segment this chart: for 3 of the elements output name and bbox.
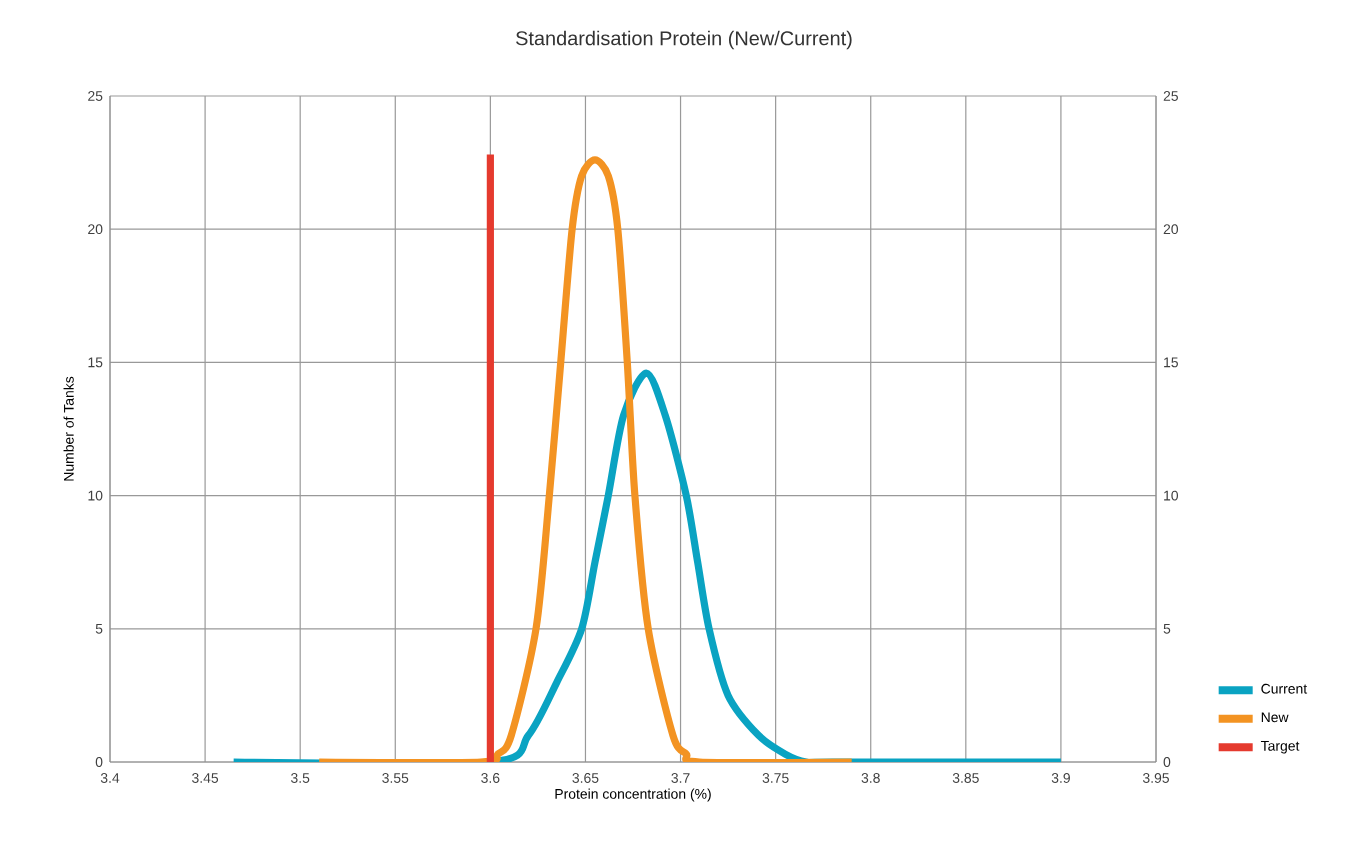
chart-title: Standardisation Protein (New/Current) — [516, 30, 852, 50]
line-series — [230, 369, 1065, 762]
line-series — [315, 156, 856, 762]
